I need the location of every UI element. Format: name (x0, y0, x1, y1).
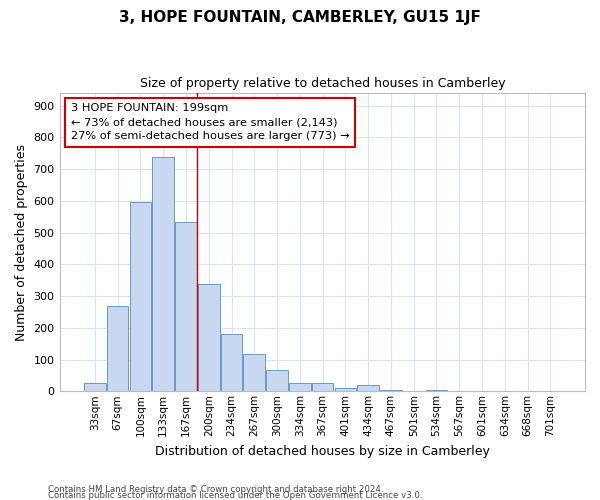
X-axis label: Distribution of detached houses by size in Camberley: Distribution of detached houses by size … (155, 444, 490, 458)
Bar (335, 388, 356, 392)
Bar (403, 390, 425, 392)
Bar (152, 158, 174, 392)
Bar (266, 370, 288, 392)
Y-axis label: Number of detached properties: Number of detached properties (15, 144, 28, 340)
Bar (358, 385, 379, 392)
Text: 3 HOPE FOUNTAIN: 199sqm
← 73% of detached houses are smaller (2,143)
27% of semi: 3 HOPE FOUNTAIN: 199sqm ← 73% of detache… (71, 104, 349, 142)
Bar (84, 384, 106, 392)
Bar (380, 390, 402, 392)
Bar (130, 202, 151, 392)
Bar (312, 384, 334, 392)
Bar (425, 390, 447, 392)
Bar (107, 306, 128, 392)
Title: Size of property relative to detached houses in Camberley: Size of property relative to detached ho… (140, 78, 505, 90)
Text: Contains HM Land Registry data © Crown copyright and database right 2024.: Contains HM Land Registry data © Crown c… (48, 484, 383, 494)
Bar (221, 334, 242, 392)
Bar (198, 284, 220, 392)
Bar (289, 384, 311, 392)
Text: Contains public sector information licensed under the Open Government Licence v3: Contains public sector information licen… (48, 490, 422, 500)
Bar (175, 222, 197, 392)
Text: 3, HOPE FOUNTAIN, CAMBERLEY, GU15 1JF: 3, HOPE FOUNTAIN, CAMBERLEY, GU15 1JF (119, 10, 481, 25)
Bar (244, 354, 265, 392)
Bar (517, 390, 538, 392)
